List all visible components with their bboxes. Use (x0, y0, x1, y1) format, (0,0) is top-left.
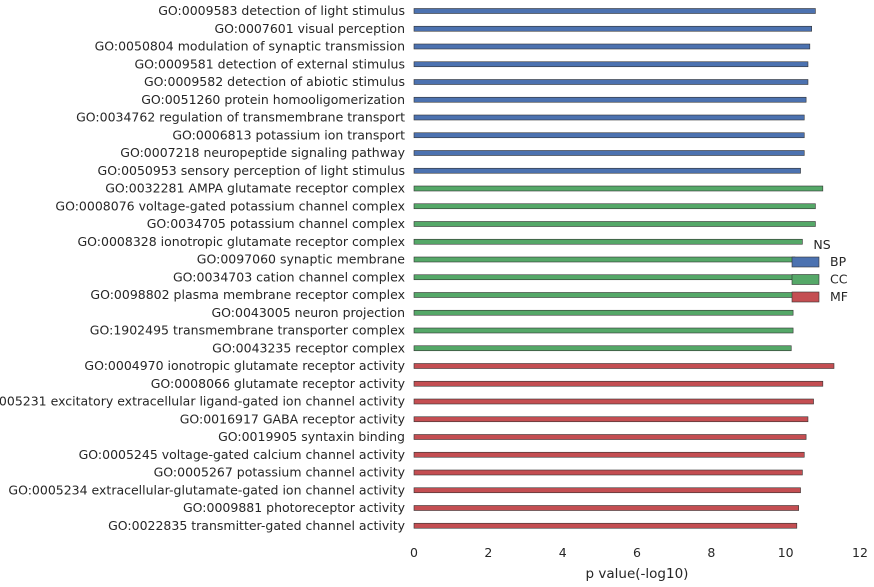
bar-mf (413, 380, 824, 387)
x-tick-label: 6 (633, 545, 641, 560)
category-label: GO:0043235 receptor complex (212, 340, 405, 355)
bar-cc (413, 345, 792, 352)
category-label: GO:0006813 potassium ion transport (172, 127, 405, 142)
category-label: GO:0009582 detection of abiotic stimulus (144, 74, 405, 89)
legend-label-bp: BP (830, 254, 847, 269)
category-label: GO:0008076 voltage-gated potassium chann… (55, 198, 405, 213)
category-label: GO:0034705 potassium channel complex (147, 216, 405, 231)
category-label: GO:0019905 syntaxin binding (218, 429, 405, 444)
bar-bp (413, 167, 801, 174)
x-tick-label: 2 (484, 545, 492, 560)
category-label: GO:0098802 plasma membrane receptor comp… (90, 287, 405, 302)
category-labels: GO:0009583 detection of light stimulus GO… (0, 3, 406, 533)
legend-swatch-mf (791, 291, 820, 303)
category-label: GO:0009583 detection of light stimulus (158, 3, 405, 18)
x-axis-label: p value(-log10) (586, 566, 689, 582)
category-label: GO:0032281 AMPA glutamate receptor compl… (105, 181, 405, 196)
bar-bp (413, 61, 809, 68)
bar-cc (413, 203, 816, 210)
category-label: GO:0034703 cation channel complex (173, 269, 405, 284)
category-label: GO:0005245 voltage-gated calcium channel… (79, 447, 406, 462)
bar-cc (413, 221, 816, 227)
bar-mf (413, 487, 801, 494)
category-label: GO:0043005 neuron projection (211, 305, 405, 320)
bar-mf (413, 363, 835, 369)
bar-bp (413, 43, 811, 50)
x-tick-label: 12 (852, 545, 868, 560)
bar-mf (413, 451, 805, 458)
category-label: GO:0005234 extracellular-glutamate-gated… (8, 482, 405, 497)
x-tick-label: 0 (410, 545, 418, 560)
bar-cc (413, 185, 824, 192)
bar-mf (413, 522, 798, 529)
category-label: GO:0034762 regulation of transmembrane t… (76, 110, 405, 125)
category-label: GO:0008328 ionotropic glutamate receptor… (78, 234, 406, 249)
category-label: GO:0009881 photoreceptor activity (183, 500, 406, 515)
legend-swatch-bp (791, 256, 820, 268)
category-label: GO:0050953 sensory perception of light s… (98, 163, 405, 178)
bar-cc (413, 327, 794, 334)
category-label: GO:0005231 excitatory extracellular liga… (0, 394, 406, 409)
category-label: GO:1902495 transmembrane transporter com… (90, 323, 405, 338)
bar-bp (413, 25, 812, 32)
legend-title: NS (813, 237, 830, 252)
category-label: GO:0050804 modulation of synaptic transm… (95, 39, 405, 54)
category-label: GO:0051260 protein homooligomerization (141, 92, 405, 107)
category-label: GO:0004970 ionotropic glutamate receptor… (84, 358, 405, 373)
x-tick-label: 4 (559, 545, 567, 560)
x-axis: 0 2 4 6 8 10 12 (410, 545, 868, 560)
bar-mf (413, 469, 803, 476)
x-tick-label: 10 (778, 545, 794, 560)
bar-cc (413, 309, 794, 316)
bar-bp (413, 132, 805, 139)
legend-label-cc: CC (830, 272, 848, 287)
bar-mf (413, 416, 809, 423)
bar-bp (413, 96, 807, 103)
category-label: GO:0009581 detection of external stimulu… (135, 56, 406, 71)
legend-label-mf: MF (830, 289, 848, 304)
bar-cc (413, 274, 794, 281)
category-label: GO:0097060 synaptic membrane (197, 252, 406, 267)
bar-bp (413, 150, 805, 156)
bar-mf (413, 398, 814, 405)
bar-cc (413, 256, 796, 263)
category-label: GO:0007218 neuropeptide signaling pathwa… (120, 145, 405, 160)
category-label: GO:0005267 potassium channel activity (154, 465, 406, 480)
bar-bp (413, 79, 809, 85)
x-tick-label: 8 (707, 545, 715, 560)
bars (413, 8, 835, 529)
bar-mf (413, 505, 799, 511)
bar-cc (413, 238, 803, 245)
bar-bp (413, 8, 816, 14)
legend: NS BP CC MF (791, 237, 848, 304)
legend-swatch-cc (791, 274, 820, 285)
category-label: GO:0008066 glutamate receptor activity (151, 376, 406, 391)
category-label: GO:0016917 GABA receptor activity (180, 411, 406, 426)
bar-bp (413, 114, 805, 121)
bar-cc (413, 292, 794, 298)
category-label: GO:0007601 visual perception (214, 21, 405, 36)
bar-mf (413, 434, 807, 440)
category-label: GO:0022835 transmitter-gated channel act… (108, 518, 405, 533)
